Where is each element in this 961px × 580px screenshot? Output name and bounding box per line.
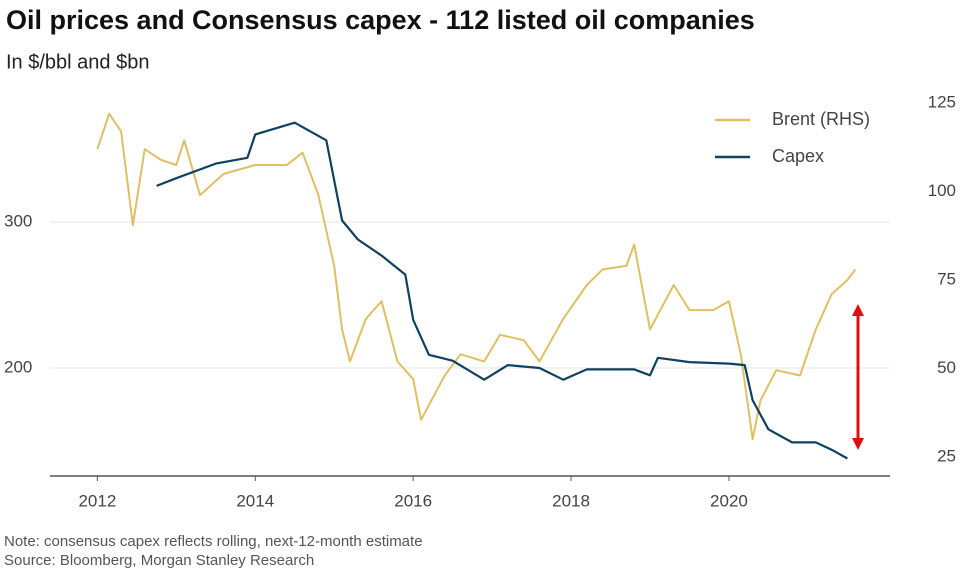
- note: Note: consensus capex reflects rolling, …: [4, 533, 423, 550]
- y2-tick-label: 50: [937, 358, 956, 377]
- x-tick-label: 2018: [552, 491, 590, 510]
- x-tick-label: 2016: [394, 491, 432, 510]
- series-line: [96, 112, 857, 441]
- x-tick-label: 2012: [78, 491, 116, 510]
- chart-subtitle: In $/bbl and $bn: [6, 51, 149, 73]
- y2-tick-label: 100: [928, 181, 956, 200]
- source: Source: Bloomberg, Morgan Stanley Resear…: [4, 552, 314, 569]
- x-tick-label: 2020: [710, 491, 748, 510]
- x-tick-label: 2014: [236, 491, 274, 510]
- y-tick-label: 200: [4, 357, 32, 376]
- y-tick-label: 300: [4, 211, 32, 230]
- legend-label: Brent (RHS): [772, 109, 870, 129]
- series-line: [156, 121, 848, 460]
- y2-tick-label: 25: [937, 446, 956, 465]
- y2-tick-label: 125: [928, 93, 956, 112]
- chart-title: Oil prices and Consensus capex - 112 lis…: [6, 5, 755, 35]
- legend-label: Capex: [772, 146, 824, 166]
- y2-tick-label: 75: [937, 270, 956, 289]
